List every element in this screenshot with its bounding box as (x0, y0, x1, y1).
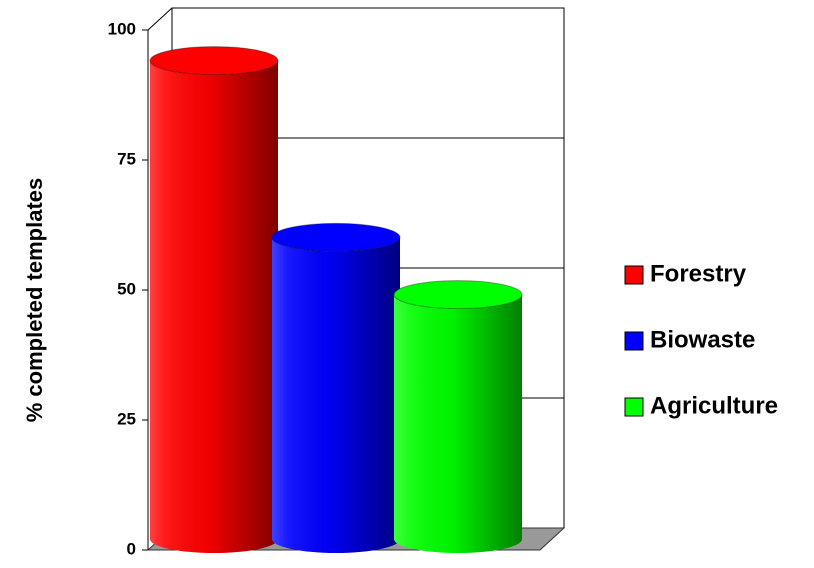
legend-swatch (624, 331, 644, 351)
cylinder-shade (272, 237, 400, 553)
cylinder-shade (394, 294, 522, 553)
cylinder-shade (150, 60, 278, 553)
cylinder-top (149, 46, 279, 76)
y-axis-title: % completed templates (22, 178, 47, 423)
y-tick-label: 100 (108, 19, 136, 38)
legend-label: Biowaste (650, 326, 755, 353)
y-tick-label: 0 (127, 539, 136, 558)
y-tick-label: 25 (117, 409, 136, 428)
legend-swatch (624, 397, 644, 417)
y-tick-label: 50 (117, 279, 136, 298)
y-tick-label: 75 (117, 149, 136, 168)
legend-label: Agriculture (650, 392, 778, 419)
legend-label: Forestry (650, 260, 747, 287)
cylinder-top (271, 222, 401, 252)
cylinder-top (393, 280, 523, 310)
legend-swatch (624, 265, 644, 285)
wall-edge (147, 7, 173, 31)
